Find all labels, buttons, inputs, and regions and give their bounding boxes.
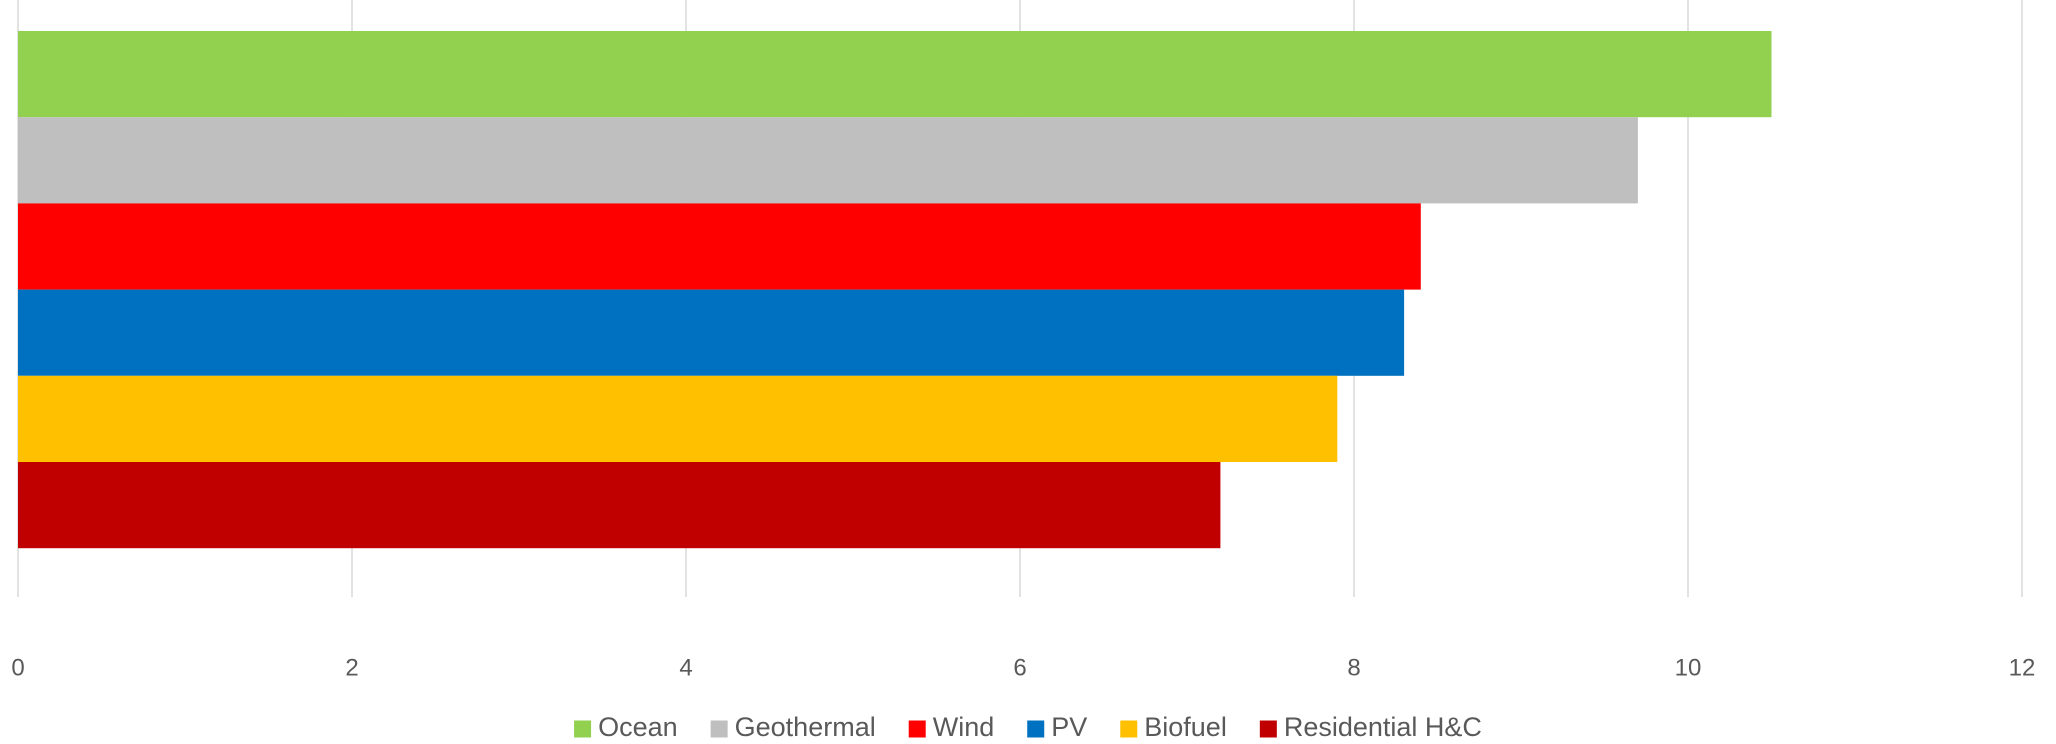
x-tick-label: 2 bbox=[345, 654, 358, 681]
legend-swatch bbox=[908, 720, 926, 738]
x-tick-label: 10 bbox=[1675, 654, 1702, 681]
legend-label: Ocean bbox=[598, 712, 678, 742]
legend-label: PV bbox=[1051, 712, 1087, 742]
bar bbox=[18, 375, 1338, 462]
bar bbox=[18, 31, 1772, 118]
x-tick-label: 0 bbox=[11, 654, 24, 681]
x-tick-label: 8 bbox=[1347, 654, 1360, 681]
legend-swatch bbox=[1120, 720, 1138, 738]
x-tick-label: 6 bbox=[1013, 654, 1026, 681]
legend-swatch bbox=[710, 720, 728, 738]
bar bbox=[18, 203, 1421, 290]
bar bbox=[18, 117, 1638, 204]
legend-label: Wind bbox=[933, 712, 995, 742]
x-tick-label: 12 bbox=[2009, 654, 2036, 681]
x-tick-label: 4 bbox=[679, 654, 692, 681]
legend-swatch bbox=[1259, 720, 1277, 738]
legend-swatch bbox=[574, 720, 592, 738]
legend-swatch bbox=[1027, 720, 1045, 738]
legend-label: Residential H&C bbox=[1284, 712, 1482, 742]
bar bbox=[18, 462, 1221, 549]
legend-label: Geothermal bbox=[735, 712, 876, 742]
legend-label: Biofuel bbox=[1144, 712, 1227, 742]
bar bbox=[18, 289, 1405, 376]
